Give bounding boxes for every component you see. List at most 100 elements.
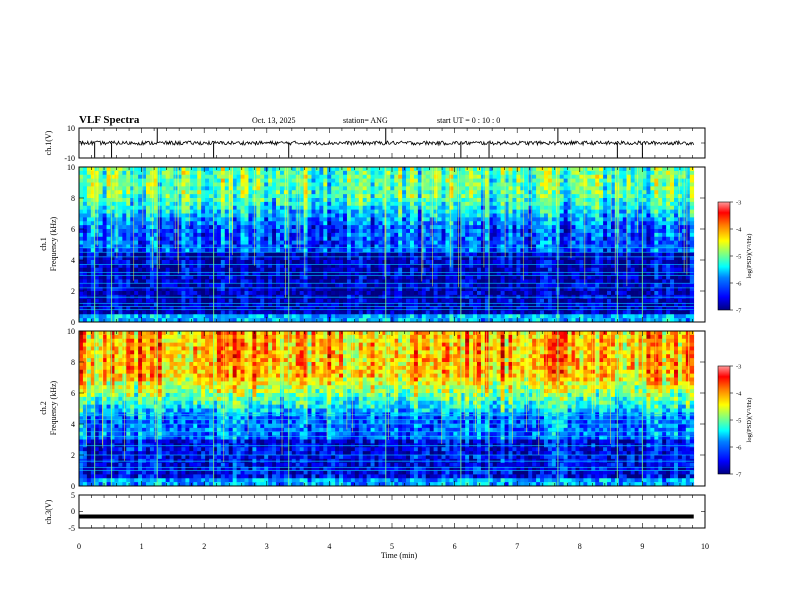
spectrogram-cell — [307, 248, 312, 253]
spectrogram-cell — [240, 318, 245, 323]
spectrogram-cell — [366, 318, 371, 323]
spectrogram-cell — [437, 229, 442, 234]
spectrogram-cell — [319, 306, 324, 311]
spectrogram-cell — [480, 244, 486, 249]
spectrogram-cell — [216, 314, 222, 319]
spectrogram-cell — [256, 240, 261, 245]
ch1-spectrogram-image — [79, 167, 695, 323]
spectrogram-cell — [465, 213, 470, 218]
spectrogram-cell — [378, 209, 383, 214]
spectrogram-cell — [484, 248, 490, 253]
spectrogram-cell — [153, 174, 159, 179]
spectrogram-cell — [461, 318, 466, 323]
spectrogram-cell — [283, 190, 289, 195]
spectrogram-cell — [500, 271, 505, 276]
spectrogram-cell — [484, 306, 490, 311]
spectrogram-cell — [98, 182, 103, 187]
spectrogram-cell — [378, 271, 383, 276]
spectrogram-cell — [118, 267, 123, 272]
spectrogram-cell — [540, 248, 545, 253]
spectrogram-cell — [354, 271, 360, 276]
spectrogram-cell — [216, 198, 222, 203]
spectrogram-cell — [299, 275, 304, 280]
spectrogram-cell — [177, 194, 182, 199]
spectrogram-cell — [528, 287, 533, 292]
spectrogram-cell — [268, 244, 273, 249]
spectrogram-cell — [138, 217, 143, 222]
spectrogram-cell — [374, 217, 379, 222]
spectrogram-cell — [465, 221, 470, 226]
spectrogram-cell — [185, 217, 190, 222]
spectrogram-cell — [406, 314, 411, 319]
spectrogram-cell — [98, 217, 103, 222]
spectrogram-cell — [118, 229, 123, 234]
spectrogram-cell — [484, 186, 490, 191]
spectrogram-cell — [524, 182, 529, 187]
spectrogram-cell — [299, 209, 304, 214]
spectrogram-cell — [453, 279, 458, 284]
spectrogram-cell — [86, 174, 92, 179]
spectrogram-cell — [161, 225, 167, 230]
spectrogram-cell — [130, 275, 135, 280]
spectrogram-cell — [524, 232, 529, 238]
spectrogram-cell — [283, 244, 289, 249]
spectrogram-cell — [201, 194, 206, 199]
spectrogram-cell — [205, 229, 210, 234]
spectrogram-cell — [220, 287, 226, 292]
spectrogram-cell — [484, 194, 490, 199]
spectrogram-cell — [224, 225, 230, 230]
spectrogram-cell — [453, 275, 458, 280]
spectrogram-cell — [457, 306, 462, 311]
spectrogram-cell — [272, 225, 277, 230]
spectrogram-cell — [331, 314, 336, 319]
spectrogram-cell — [331, 279, 336, 284]
spectrogram-cell — [449, 205, 454, 210]
spectrogram-cell — [240, 244, 245, 249]
spectrogram-cell — [142, 263, 147, 269]
spectrogram-cell — [551, 217, 557, 222]
spectrogram-cell — [453, 283, 458, 288]
spectrogram-cell — [520, 194, 525, 199]
spectrogram-cell — [453, 182, 458, 187]
spectrogram-cell — [437, 182, 442, 187]
spectrogram-cell — [145, 318, 151, 323]
spectrogram-cell — [453, 302, 458, 307]
spectrogram-cell — [350, 167, 356, 172]
spectrogram-cell — [386, 229, 391, 234]
spectrogram-cell — [524, 298, 529, 303]
spectrogram-cell — [528, 252, 533, 257]
spectrogram-cell — [106, 190, 111, 195]
spectrogram-cell — [390, 205, 395, 210]
spectrogram-cell — [386, 190, 391, 195]
spectrogram-cell — [331, 194, 336, 199]
spectrogram-cell — [283, 302, 289, 307]
spectrogram-cell — [461, 229, 466, 234]
spectrogram-cell — [299, 174, 304, 179]
spectrogram-cell — [398, 198, 403, 203]
spectrogram-cell — [480, 287, 486, 292]
spectrogram-cell — [138, 229, 143, 234]
spectrogram-cell — [504, 225, 509, 230]
spectrogram-cell — [142, 209, 147, 214]
spectrogram-cell — [488, 244, 494, 249]
spectrogram-cell — [350, 213, 356, 218]
spectrogram-cell — [425, 291, 431, 296]
spectrogram-cell — [157, 240, 163, 245]
spectrogram-cell — [86, 318, 92, 323]
spectrogram-cell — [79, 306, 84, 311]
spectrogram-cell — [508, 244, 513, 249]
spectrogram-cell — [272, 182, 277, 187]
spectrogram-cell — [236, 205, 241, 210]
spectrogram-cell — [130, 201, 135, 207]
spectrogram-cell — [536, 252, 541, 257]
spectrogram-cell — [276, 260, 281, 265]
spectrogram-cell — [209, 318, 214, 323]
spectrogram-cell — [86, 190, 92, 195]
spectrogram-cell — [122, 248, 127, 253]
spectrogram-cell — [441, 198, 446, 203]
spectrogram-cell — [536, 302, 541, 307]
spectrogram-cell — [82, 291, 88, 296]
spectrogram-cell — [212, 205, 218, 210]
spectrogram-cell — [394, 256, 399, 261]
spectrogram-cell — [114, 267, 119, 272]
